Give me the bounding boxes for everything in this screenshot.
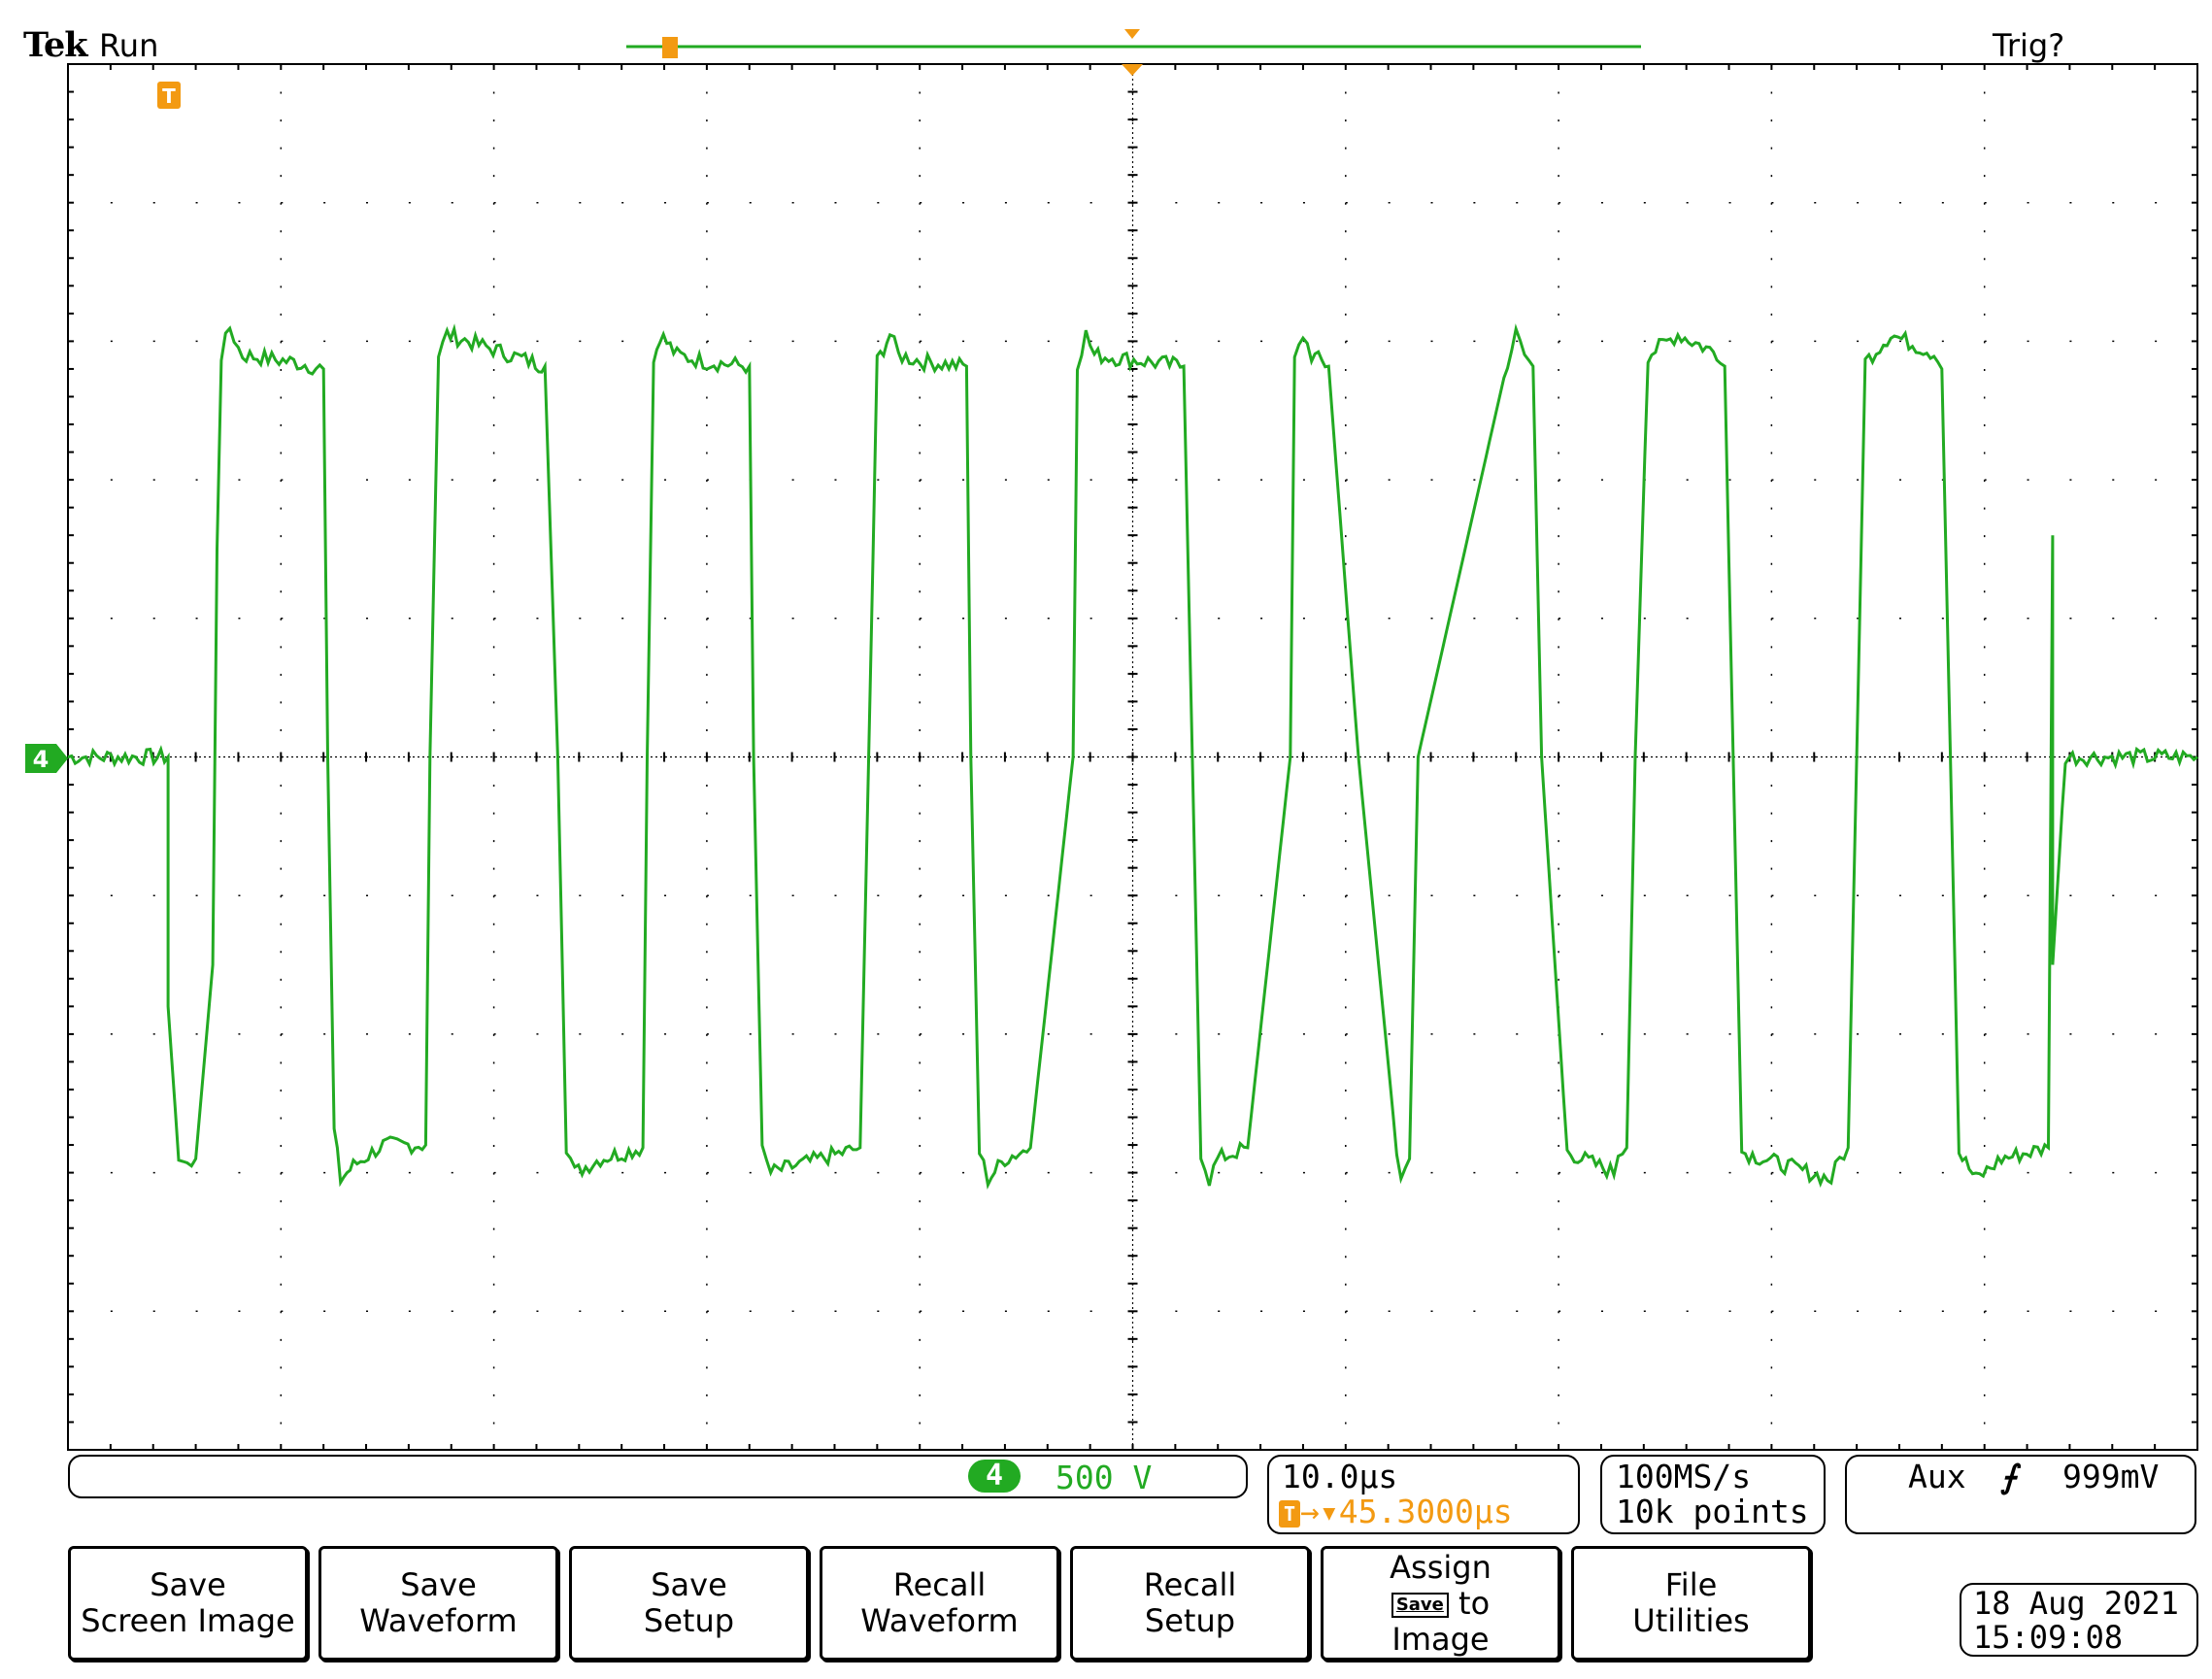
datetime-display: 18 Aug 2021 15:09:08 <box>1960 1583 2198 1657</box>
recall-setup-button[interactable]: Recall Setup <box>1070 1546 1310 1661</box>
timebase-readout[interactable]: 10.0µs T →▾45.3000µs <box>1267 1455 1580 1534</box>
save-icon: Save <box>1391 1592 1449 1618</box>
tek-logo: Tek <box>23 25 88 65</box>
channel-readout[interactable]: 4 500 V <box>68 1455 1248 1498</box>
assign-save-to-image-button[interactable]: Assign Save to Image <box>1321 1546 1560 1661</box>
channel-4-ground-marker-icon: 4 <box>25 744 68 773</box>
trigger-position-readout: T →▾45.3000µs <box>1279 1494 1513 1529</box>
trigger-t-small-icon: T <box>1279 1499 1300 1528</box>
timebase-scale: 10.0µs <box>1282 1458 1398 1495</box>
svg-text:T: T <box>162 84 176 108</box>
date: 18 Aug 2021 <box>1973 1585 2179 1622</box>
record-center-marker-icon <box>1124 29 1140 39</box>
record-trigger-marker-icon <box>662 37 678 58</box>
trigger-t-icon <box>157 82 181 109</box>
acquisition-state: Run <box>99 27 159 64</box>
save-screen-image-button[interactable]: Save Screen Image <box>68 1546 308 1661</box>
svg-text:4: 4 <box>33 746 50 773</box>
arrow-icon: →▾ <box>1300 1493 1339 1530</box>
recall-waveform-button[interactable]: Recall Waveform <box>820 1546 1059 1661</box>
channel-scale: 500 V <box>1056 1459 1153 1496</box>
save-waveform-button[interactable]: Save Waveform <box>318 1546 558 1661</box>
channel-badge: 4 <box>968 1460 1021 1493</box>
rising-edge-icon: ⨍ <box>2000 1458 2018 1495</box>
record-length: 10k points <box>1616 1493 1809 1530</box>
trigger-source: Aux <box>1908 1458 1966 1495</box>
trigger-readout[interactable]: Aux ⨍ 999mV <box>1845 1455 2196 1534</box>
acquisition-readout[interactable]: 100MS/s 10k points <box>1600 1455 1826 1534</box>
file-utilities-button[interactable]: File Utilities <box>1571 1546 1811 1661</box>
time: 15:09:08 <box>1973 1619 2124 1656</box>
trigger-level: 999mV <box>2062 1458 2160 1495</box>
trigger-position-icon <box>1122 64 1143 76</box>
save-setup-button[interactable]: Save Setup <box>569 1546 809 1661</box>
graticule-grid <box>67 63 2198 1451</box>
oscilloscope-display: T 4 <box>25 29 2198 1451</box>
trigger-status: Trig? <box>1993 27 2065 64</box>
waveform-trace <box>67 323 2198 1190</box>
sample-rate: 100MS/s <box>1616 1458 1752 1495</box>
